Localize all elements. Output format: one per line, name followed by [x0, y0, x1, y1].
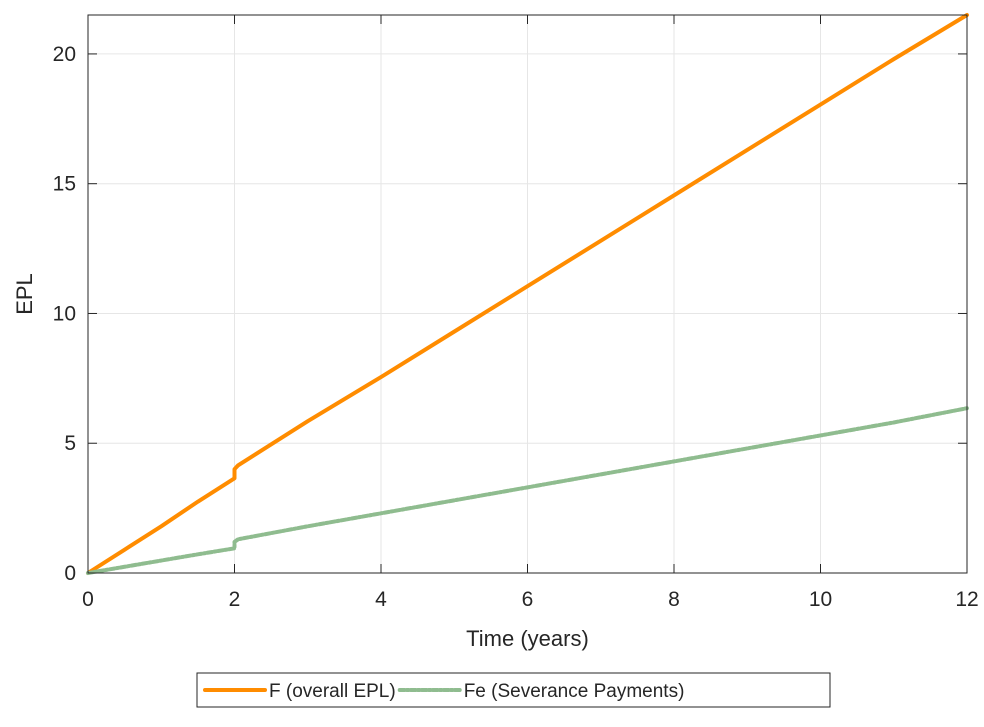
- y-axis-label: EPL: [12, 273, 37, 315]
- x-axis-label: Time (years): [466, 626, 589, 651]
- x-tick-label-0: 0: [82, 588, 94, 611]
- y-tick-label-2: 10: [53, 302, 76, 325]
- axis-ticks: [87, 15, 968, 574]
- x-tick-label-2: 4: [375, 588, 387, 611]
- x-tick-label-5: 10: [809, 588, 832, 611]
- series-line-1: [86, 406, 969, 575]
- y-tick-label-0: 0: [64, 562, 76, 585]
- legend-box: [196, 672, 831, 708]
- x-tick-label-6: 12: [955, 588, 978, 611]
- legend: F (overall EPL) Fe (Severance Payments): [196, 672, 831, 708]
- x-tick-label-1: 2: [229, 588, 241, 611]
- x-tick-label-3: 6: [522, 588, 534, 611]
- x-tick-label-4: 8: [668, 588, 680, 611]
- grid-lines: [87, 15, 968, 574]
- tick-labels: 0 2 4 6 8 10 12 0 5 10 15 20: [53, 43, 979, 611]
- legend-label-1: Fe (Severance Payments): [464, 681, 685, 702]
- legend-label-0: F (overall EPL): [269, 681, 396, 702]
- series-lines: [86, 13, 969, 575]
- y-tick-label-4: 20: [53, 43, 76, 66]
- series-line-0: [86, 13, 969, 575]
- y-tick-label-1: 5: [64, 432, 76, 455]
- y-tick-label-3: 15: [53, 173, 76, 196]
